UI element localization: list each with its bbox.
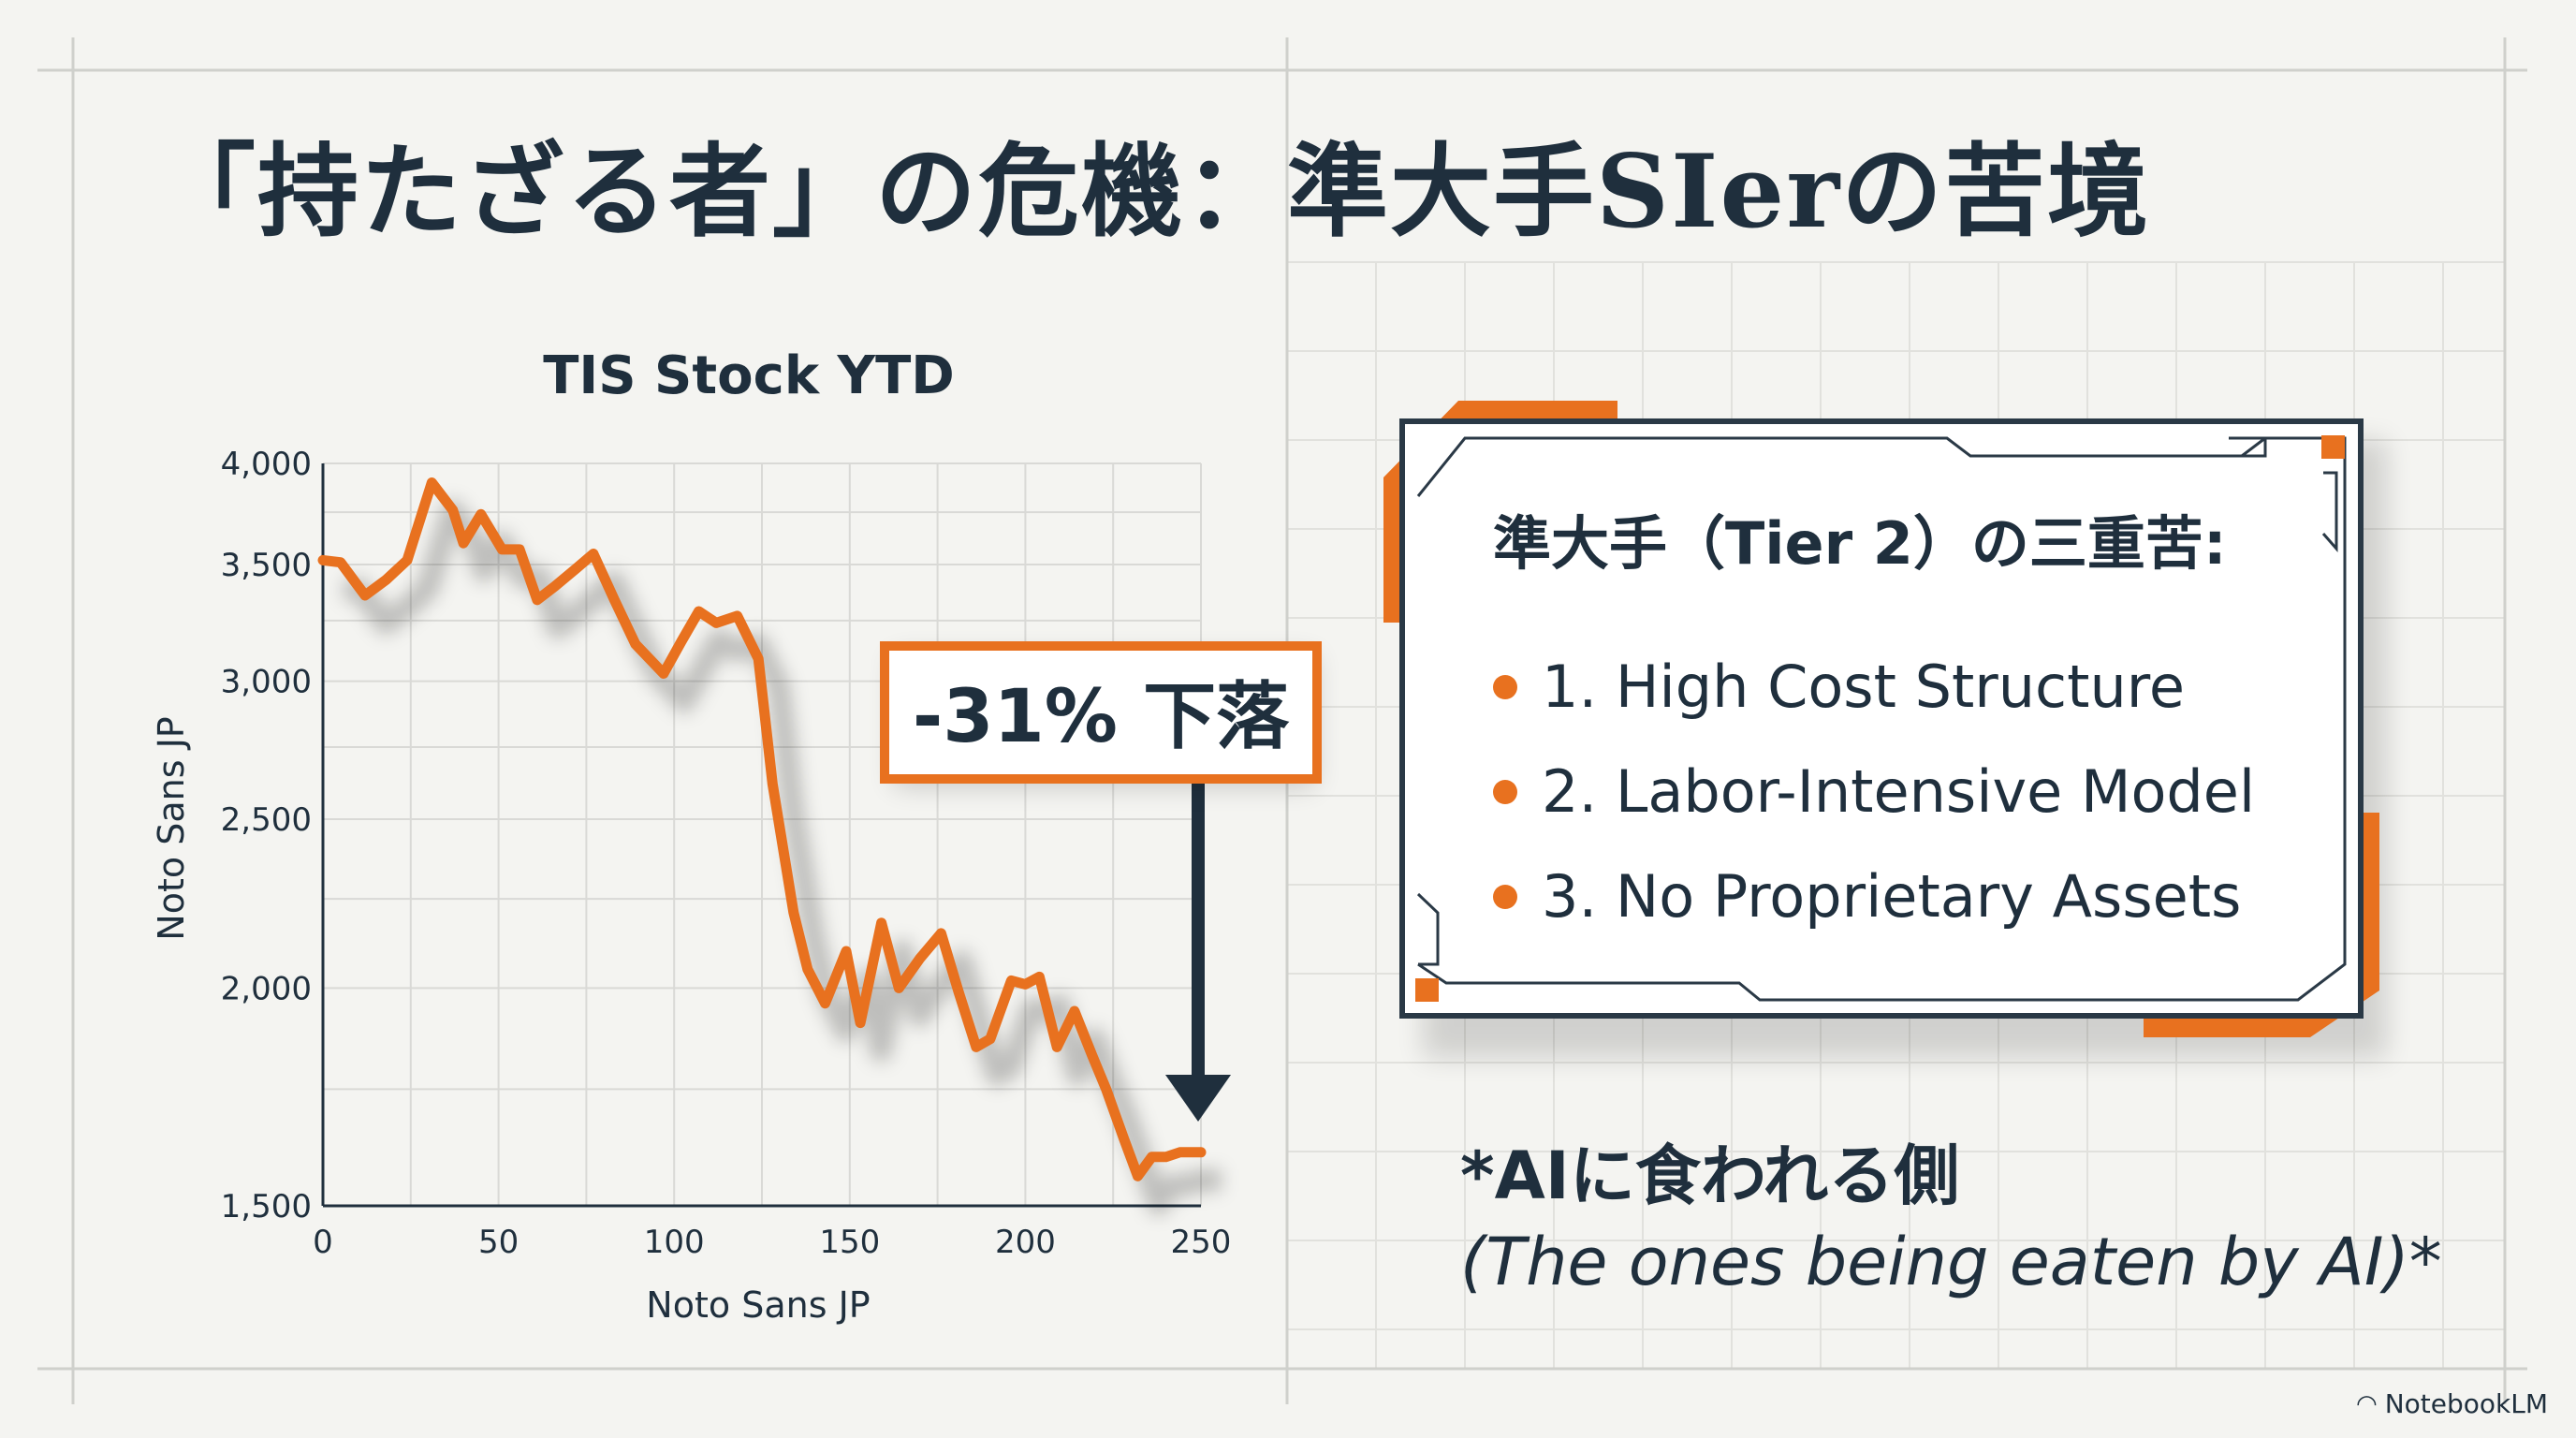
chart-series-line xyxy=(317,477,1222,1216)
chart-y-axis-label: Noto Sans JP xyxy=(151,716,192,940)
notebooklm-logo-icon: ◠ xyxy=(2356,1389,2378,1418)
x-tick-label: 50 xyxy=(478,1224,519,1261)
bullet-dot-icon xyxy=(1493,675,1517,699)
chart-gridlines xyxy=(322,462,1202,1207)
annotation-label: -31% 下落 xyxy=(913,675,1290,759)
down-arrow-icon xyxy=(1165,782,1231,1122)
chart-x-axis-label: Noto Sans JP xyxy=(646,1284,870,1326)
brand-name: NotebookLM xyxy=(2384,1388,2548,1419)
list-item-label: 1. High Cost Structure xyxy=(1542,653,2186,721)
x-tick-label: 250 xyxy=(1171,1224,1232,1261)
y-tick-label: 1,500 xyxy=(221,1188,312,1225)
x-tick-label: 100 xyxy=(644,1224,705,1261)
list-item: 1. High Cost Structure xyxy=(1493,635,2255,740)
y-tick-label: 3,500 xyxy=(221,547,312,584)
panel-list: 1. High Cost Structure 2. Labor-Intensiv… xyxy=(1493,635,2255,949)
footnote-line-2: (The ones being eaten by AI)* xyxy=(1460,1224,2442,1300)
info-panel-frame xyxy=(1383,401,2387,1058)
annotation-box xyxy=(880,641,1322,784)
x-tick-label: 150 xyxy=(819,1224,880,1261)
chart-title: TIS Stock YTD xyxy=(543,345,955,406)
footnote-line-1: *AIに食われる側 xyxy=(1460,1137,1960,1214)
y-tick-label: 4,000 xyxy=(221,446,312,483)
chart-tick-labels: 0 50 100 150 200 250 1,500 2,000 2,500 3,000 3,500… xyxy=(221,446,1232,1261)
chart-axes xyxy=(321,463,1201,1208)
y-tick-label: 2,000 xyxy=(221,970,312,1007)
bullet-dot-icon xyxy=(1493,885,1517,909)
x-tick-label: 200 xyxy=(995,1224,1056,1261)
x-tick-label: 0 xyxy=(313,1224,333,1261)
list-item: 3. No Proprietary Assets xyxy=(1493,844,2255,949)
brand-watermark: ◠ NotebookLM xyxy=(2356,1388,2548,1419)
info-panel: 準大手（Tier 2）の三重苦: 1. High Cost Structure … xyxy=(1493,496,2255,949)
series-line xyxy=(317,477,1207,1181)
list-item-label: 3. No Proprietary Assets xyxy=(1542,862,2242,931)
y-tick-label: 3,000 xyxy=(221,664,312,701)
bullet-dot-icon xyxy=(1493,780,1517,804)
page-title: 「持たざる者」の危機：準大手SIerの苦境 xyxy=(154,133,2151,251)
list-item-label: 2. Labor-Intensive Model xyxy=(1542,757,2256,826)
list-item: 2. Labor-Intensive Model xyxy=(1493,740,2255,844)
y-tick-label: 2,500 xyxy=(221,801,312,839)
footnote: *AIに食われる側 (The ones being eaten by AI)* xyxy=(1460,1123,2442,1300)
panel-heading: 準大手（Tier 2）の三重苦: xyxy=(1493,509,2227,578)
